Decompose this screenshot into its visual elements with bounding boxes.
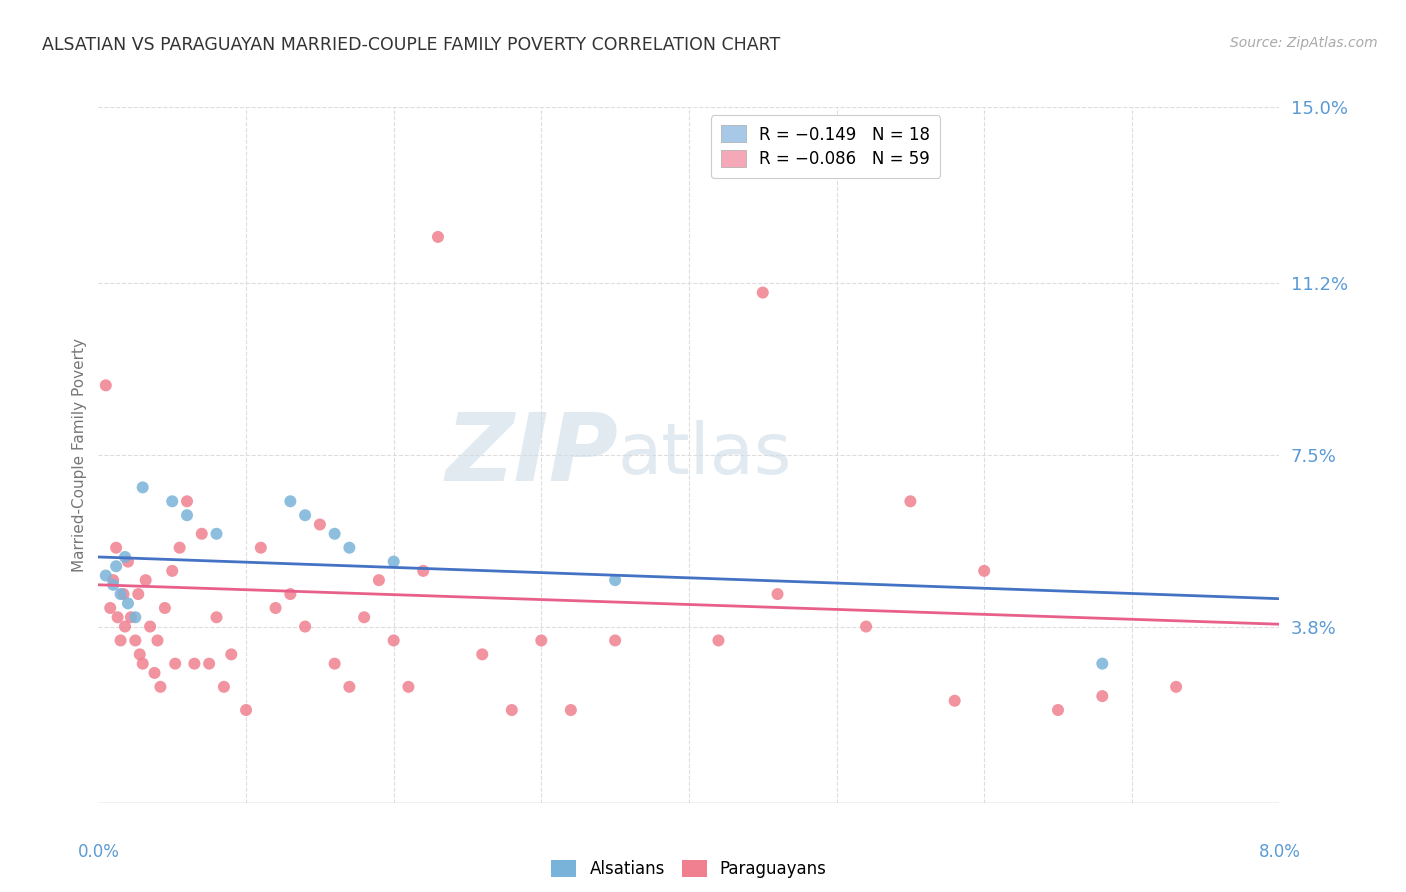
Point: [143, 665, 166, 680]
Point: [105, 559, 128, 574]
Point: [280, 494, 302, 508]
Point: [339, 541, 361, 555]
Point: [132, 657, 155, 671]
Point: [1091, 689, 1114, 703]
Point: [132, 480, 155, 494]
Point: [94, 568, 117, 582]
Point: [323, 657, 346, 671]
Point: [412, 564, 434, 578]
Point: [107, 610, 129, 624]
Legend: Alsatians, Paraguayans: Alsatians, Paraguayans: [544, 854, 834, 885]
Point: [427, 230, 450, 244]
Point: [110, 587, 132, 601]
Point: [368, 573, 391, 587]
Point: [264, 601, 287, 615]
Point: [353, 610, 375, 624]
Point: [117, 555, 139, 569]
Point: [176, 508, 198, 523]
Point: [382, 555, 405, 569]
Point: [94, 378, 117, 392]
Point: [191, 526, 214, 541]
Point: [294, 619, 316, 633]
Point: [605, 573, 627, 587]
Point: [153, 601, 176, 615]
Point: [105, 541, 128, 555]
Point: [752, 285, 775, 300]
Point: [471, 648, 494, 662]
Point: [973, 564, 995, 578]
Point: [235, 703, 257, 717]
Point: [162, 494, 184, 508]
Point: [323, 526, 346, 541]
Point: [139, 619, 162, 633]
Point: [560, 703, 582, 717]
Point: [146, 633, 169, 648]
Point: [530, 633, 553, 648]
Point: [149, 680, 172, 694]
Point: [501, 703, 523, 717]
Point: [1091, 657, 1114, 671]
Point: [128, 648, 150, 662]
Text: ALSATIAN VS PARAGUAYAN MARRIED-COUPLE FAMILY POVERTY CORRELATION CHART: ALSATIAN VS PARAGUAYAN MARRIED-COUPLE FA…: [42, 36, 780, 54]
Point: [707, 633, 730, 648]
Point: [605, 633, 627, 648]
Point: [103, 578, 125, 592]
Text: 8.0%: 8.0%: [1258, 843, 1301, 861]
Point: [165, 657, 187, 671]
Point: [205, 526, 228, 541]
Point: [110, 633, 132, 648]
Point: [250, 541, 273, 555]
Point: [855, 619, 877, 633]
Point: [294, 508, 316, 523]
Point: [398, 680, 420, 694]
Point: [124, 633, 146, 648]
Point: [114, 549, 136, 564]
Point: [766, 587, 789, 601]
Point: [1046, 703, 1070, 717]
Point: [103, 573, 125, 587]
Point: [198, 657, 221, 671]
Point: [943, 694, 966, 708]
Text: 0.0%: 0.0%: [77, 843, 120, 861]
Point: [900, 494, 922, 508]
Point: [280, 587, 302, 601]
Text: Source: ZipAtlas.com: Source: ZipAtlas.com: [1230, 36, 1378, 50]
Point: [176, 494, 198, 508]
Point: [309, 517, 332, 532]
Y-axis label: Married-Couple Family Poverty: Married-Couple Family Poverty: [72, 338, 87, 572]
Point: [221, 648, 243, 662]
Point: [120, 610, 142, 624]
Point: [1166, 680, 1188, 694]
Text: atlas: atlas: [619, 420, 793, 490]
Point: [127, 587, 149, 601]
Point: [339, 680, 361, 694]
Point: [114, 619, 136, 633]
Point: [162, 564, 184, 578]
Point: [169, 541, 191, 555]
Point: [124, 610, 146, 624]
Point: [183, 657, 205, 671]
Point: [98, 601, 121, 615]
Text: ZIP: ZIP: [446, 409, 619, 501]
Point: [112, 587, 135, 601]
Point: [212, 680, 235, 694]
Point: [382, 633, 405, 648]
Point: [117, 596, 139, 610]
Point: [205, 610, 228, 624]
Point: [135, 573, 157, 587]
